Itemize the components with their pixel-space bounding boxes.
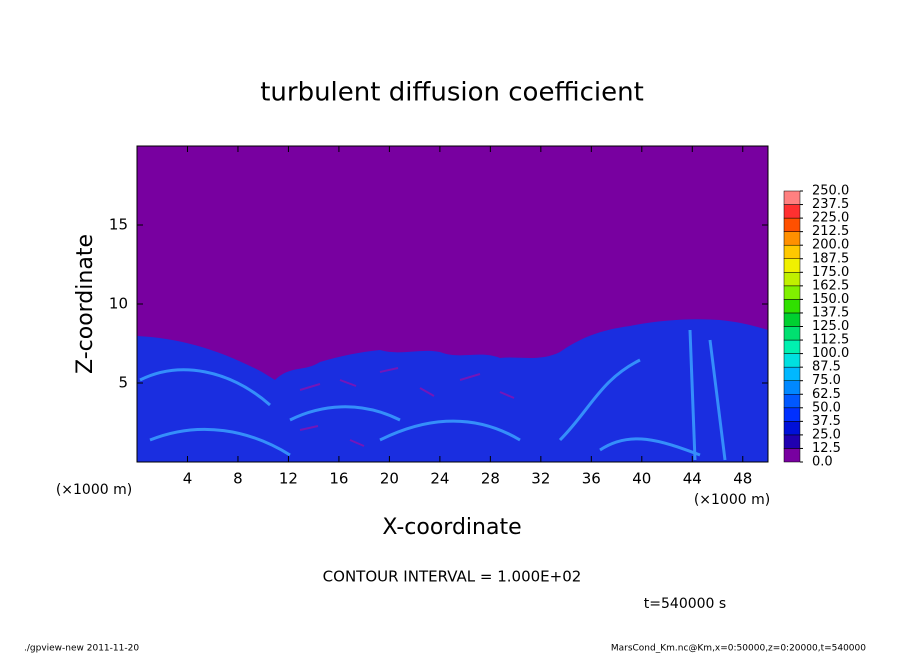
colorbar-box <box>783 312 801 327</box>
colorbar-box <box>783 190 801 205</box>
colorbar-box <box>783 299 801 314</box>
field-eddies <box>299 367 515 447</box>
x-tick-label: 24 <box>430 470 449 488</box>
colorbar-label: 75.0 <box>812 373 841 388</box>
colorbar-label: 212.5 <box>812 224 849 239</box>
colorbar-box <box>783 380 801 395</box>
field-streaks <box>139 329 727 461</box>
colorbar-box <box>783 258 801 273</box>
y-tick-label: 10 <box>109 295 128 313</box>
x-tick-label: 36 <box>582 470 601 488</box>
x-tick-label: 20 <box>380 470 399 488</box>
colorbar-box <box>783 394 801 409</box>
colorbar-label: 12.5 <box>812 441 841 456</box>
x-tick-label: 4 <box>183 470 193 488</box>
colorbar-label: 112.5 <box>812 333 849 348</box>
field <box>136 145 769 463</box>
colorbar-label: 225.0 <box>812 211 849 226</box>
footer-left: ./gpview-new 2011-11-20 <box>24 644 139 654</box>
colorbar-label: 137.5 <box>812 305 849 320</box>
footer-right: MarsCond_Km.nc@Km,x=0:50000,z=0:20000,t=… <box>611 644 866 654</box>
colorbar-label: 200.0 <box>812 238 849 253</box>
colorbar-label: 162.5 <box>812 278 849 293</box>
y-tick-label: 5 <box>118 374 128 392</box>
colorbar-label: 50.0 <box>812 400 841 415</box>
colorbar-box <box>783 339 801 354</box>
x-tick-label: 48 <box>733 470 752 488</box>
colorbar-label: 37.5 <box>812 414 841 429</box>
y-axis-label: Z-coordinate <box>73 234 98 374</box>
colorbar-label: 62.5 <box>812 387 841 402</box>
colorbar-label: 125.0 <box>812 319 849 334</box>
colorbar-label: 175.0 <box>812 265 849 280</box>
field-low-region <box>137 319 768 462</box>
colorbar-label: 25.0 <box>812 427 841 442</box>
x-tick-label: 32 <box>531 470 550 488</box>
colorbar-box <box>783 421 801 436</box>
contour-interval: CONTOUR INTERVAL = 1.000E+02 <box>323 568 582 586</box>
colorbar-box <box>783 285 801 300</box>
colorbar-label: 187.5 <box>812 251 849 266</box>
colorbar-label: 87.5 <box>812 360 841 375</box>
colorbar-box <box>783 217 801 232</box>
colorbar-label: 237.5 <box>812 197 849 212</box>
colorbar-box <box>783 326 801 341</box>
x-tick-label: 44 <box>683 470 702 488</box>
x-axis-label: X-coordinate <box>382 515 521 540</box>
x-tick-label: 8 <box>233 470 243 488</box>
colorbar-box <box>783 353 801 368</box>
colorbar-box <box>783 272 801 287</box>
x-tick-label: 28 <box>481 470 500 488</box>
y-tick-label: 15 <box>109 216 128 234</box>
x-tick-label: 40 <box>632 470 651 488</box>
time-label: t=540000 s <box>644 596 726 612</box>
x-unit-right: (×1000 m) <box>694 492 770 508</box>
colorbar-label: 250.0 <box>812 184 849 199</box>
colorbar-box <box>783 448 801 463</box>
colorbar-label: 0.0 <box>812 455 833 470</box>
colorbar-box <box>783 366 801 381</box>
colorbar-label: 100.0 <box>812 346 849 361</box>
colorbar-box <box>783 204 801 219</box>
x-unit-left: (×1000 m) <box>56 482 132 498</box>
x-tick-label: 16 <box>329 470 348 488</box>
chart-title: turbulent diffusion coefficient <box>260 78 644 108</box>
colorbar-box <box>783 407 801 422</box>
colorbar-box <box>783 231 801 246</box>
x-tick-label: 12 <box>279 470 298 488</box>
colorbar-label: 150.0 <box>812 292 849 307</box>
colorbar-box <box>783 434 801 449</box>
colorbar-box <box>783 244 801 259</box>
